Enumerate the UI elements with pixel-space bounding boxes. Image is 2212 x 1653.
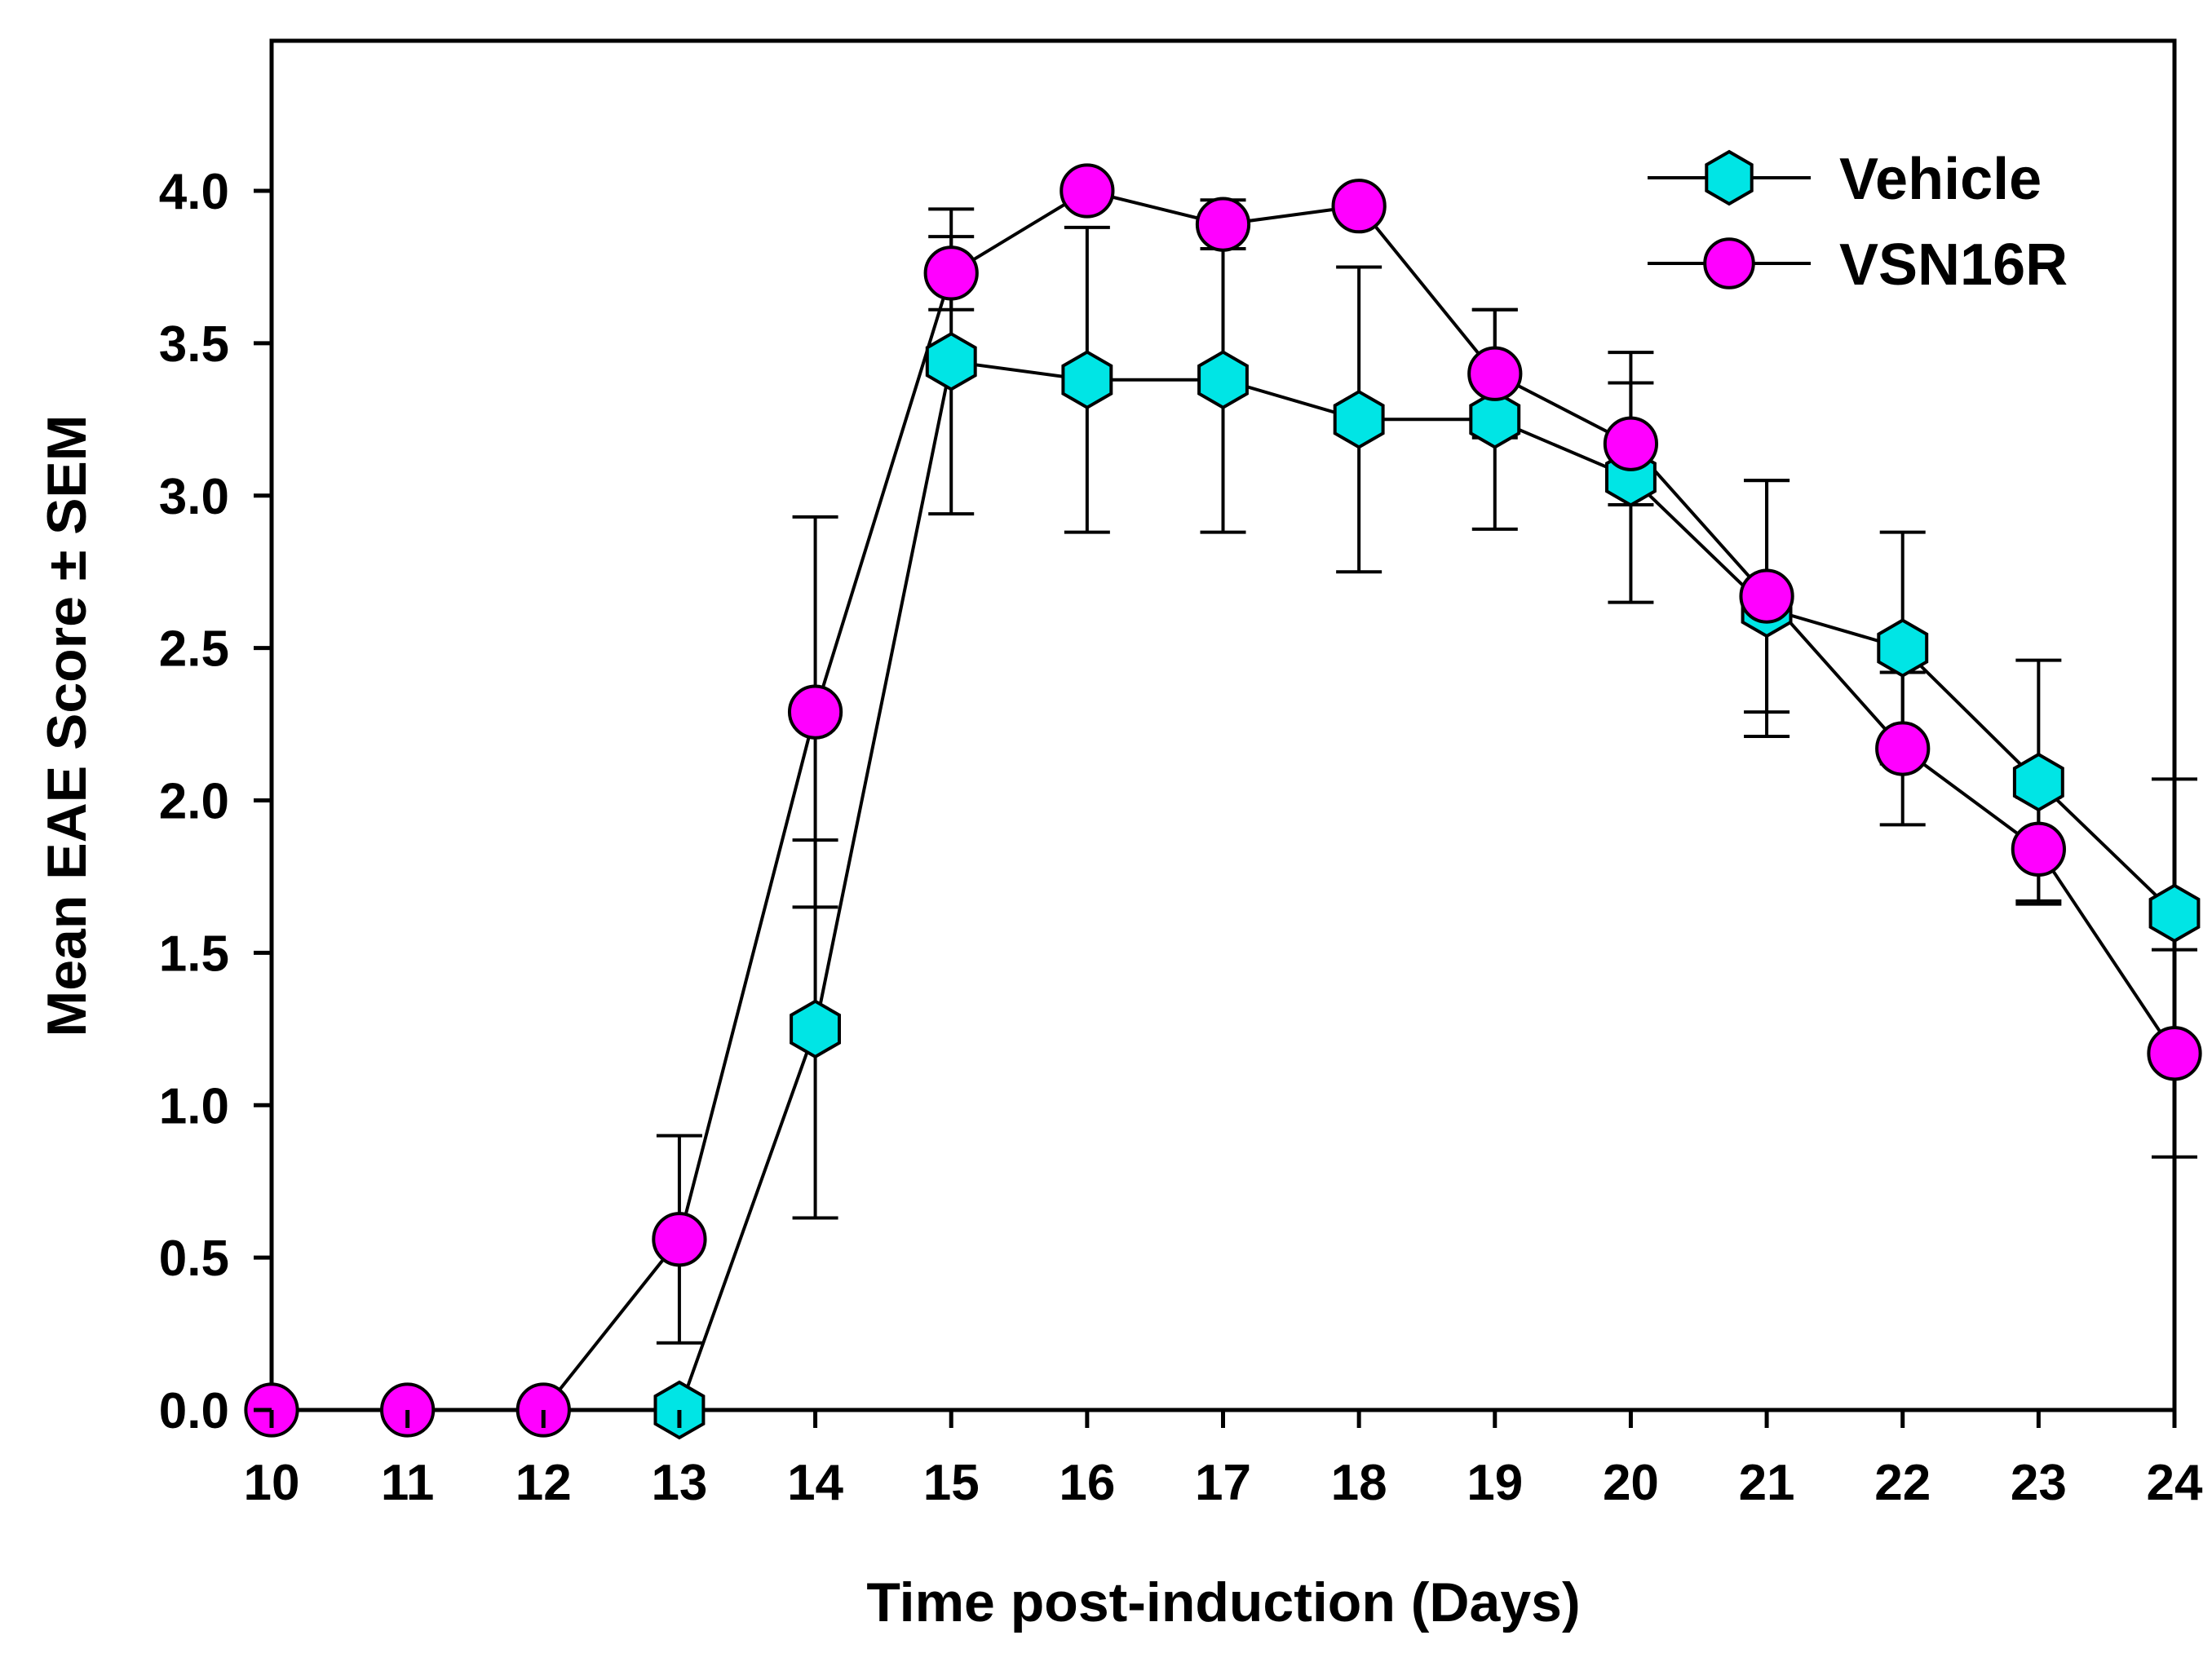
x-tick-label: 23 [2011, 1455, 2067, 1511]
x-tick-label: 11 [381, 1455, 435, 1511]
data-point-vehicle [2148, 883, 2201, 944]
data-point-vehicle [1061, 350, 1113, 410]
legend-marker [1705, 149, 1754, 206]
y-tick-label: 1.5 [159, 926, 229, 982]
x-tick-label: 17 [1195, 1455, 1251, 1511]
y-axis-title: Mean EAE Score ± SEM [36, 415, 98, 1037]
data-point-vehicle [1333, 389, 1385, 449]
y-tick-label: 2.0 [159, 774, 229, 830]
x-tick-label: 13 [651, 1455, 707, 1511]
data-point-vsn16r [1467, 346, 1523, 401]
x-tick-label: 14 [787, 1455, 843, 1511]
data-point-vehicle [1877, 618, 1929, 678]
data-point-vsn16r [1875, 721, 1931, 776]
data-point-vsn16r [1331, 179, 1387, 234]
y-tick-label: 1.0 [159, 1078, 229, 1134]
legend-entry-vsn16r: VSN16R [1648, 232, 2068, 298]
x-tick-label: 18 [1331, 1455, 1387, 1511]
x-tick-label: 22 [1874, 1455, 1931, 1511]
legend-entry-vehicle: Vehicle [1648, 147, 2042, 212]
x-tick-label: 16 [1059, 1455, 1115, 1511]
x-axis: 10 11 12 13 14 15 16 17 18 19 20 21 22 23 24 [244, 1410, 2203, 1511]
x-axis-title: Time post-induction (Days) [866, 1571, 1580, 1633]
x-tick-label: 20 [1603, 1455, 1659, 1511]
data-point-vsn16r [787, 684, 843, 740]
legend: Vehicle VSN16R [1648, 147, 2068, 298]
x-tick-label: 15 [923, 1455, 980, 1511]
legend-marker [1703, 237, 1755, 289]
y-tick-label: 0.5 [159, 1231, 229, 1287]
error-bars [656, 198, 2197, 1345]
data-point-vsn16r [1060, 163, 1115, 219]
y-tick-label: 3.5 [159, 316, 229, 373]
series-line-vehicle [678, 360, 2176, 1411]
data-point-vsn16r [1603, 416, 1659, 471]
y-tick-label: 4.0 [159, 164, 229, 220]
data-point-vehicle [1469, 389, 1521, 449]
y-tick-label: 0.0 [159, 1383, 229, 1439]
data-point-vsn16r [2011, 821, 2066, 877]
data-point-vsn16r [923, 245, 979, 301]
legend-label: VSN16R [1839, 232, 2068, 298]
y-axis: 0.0 0.5 1.0 1.5 2.0 2.5 3.0 3.5 4.0 [159, 164, 272, 1439]
data-point-vsn16r [2147, 1026, 2202, 1081]
x-tick-label: 12 [515, 1455, 572, 1511]
data-point-vsn16r [1195, 197, 1251, 252]
y-tick-label: 3.0 [159, 469, 229, 525]
data-point-vehicle [2012, 752, 2064, 812]
data-point-vsn16r [1739, 568, 1794, 624]
data-point-vsn16r [652, 1212, 707, 1267]
x-tick-label: 21 [1739, 1455, 1795, 1511]
data-point-vehicle [1197, 350, 1249, 410]
data-point-vehicle [925, 331, 977, 391]
x-tick-label: 10 [244, 1455, 300, 1511]
data-markers [244, 163, 2202, 1440]
data-point-vehicle [790, 999, 841, 1059]
x-tick-label: 24 [2147, 1455, 2203, 1511]
legend-label: Vehicle [1839, 147, 2042, 212]
x-tick-label: 19 [1467, 1455, 1523, 1511]
y-tick-label: 2.5 [159, 621, 229, 678]
